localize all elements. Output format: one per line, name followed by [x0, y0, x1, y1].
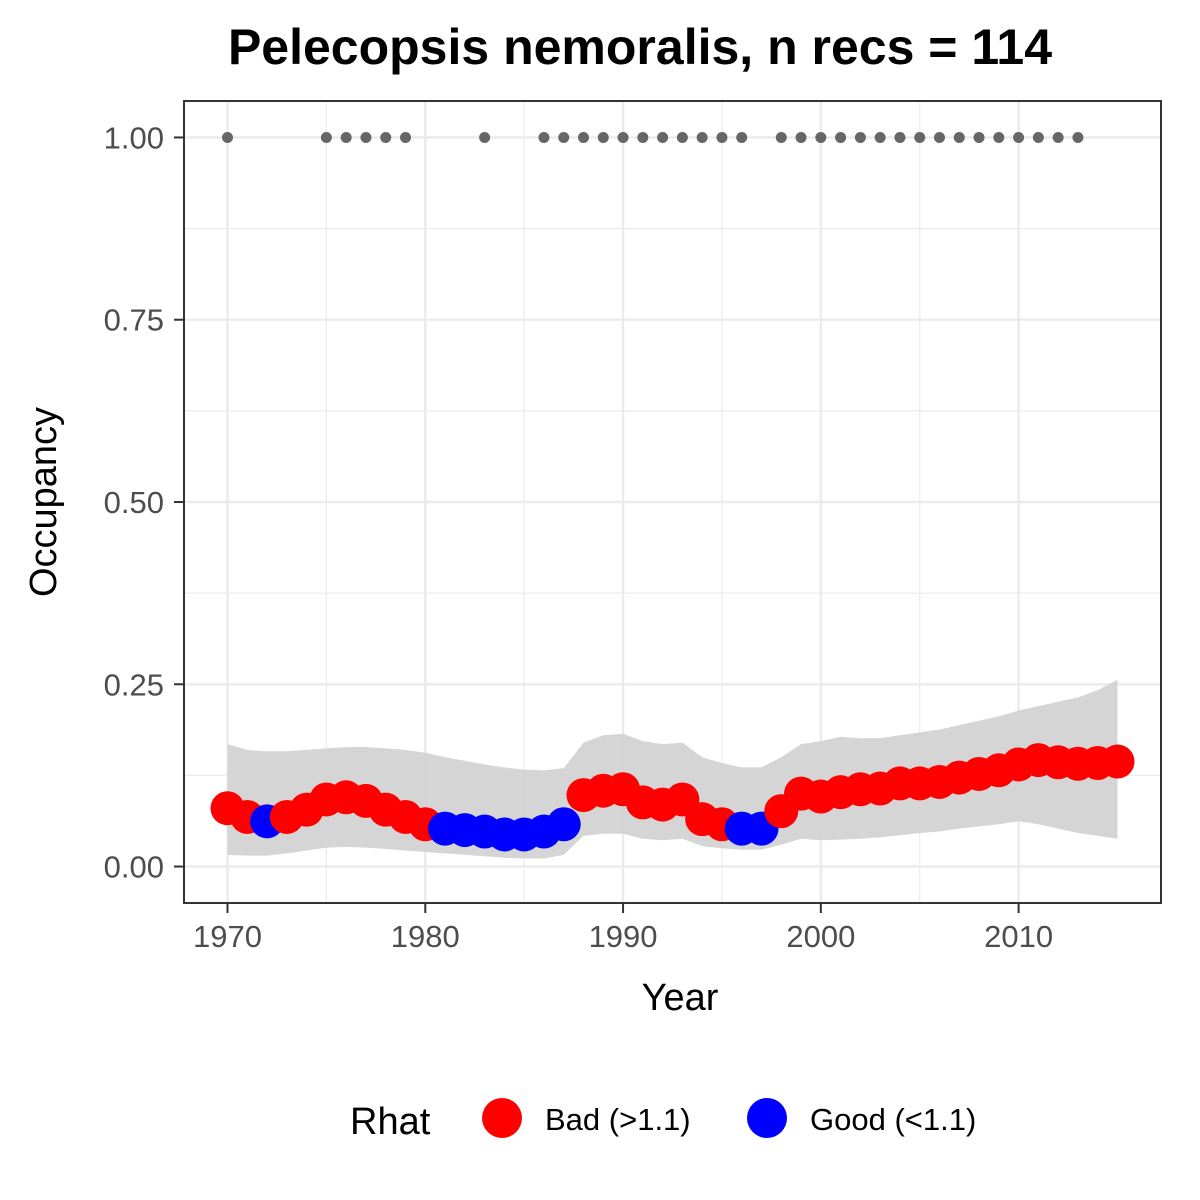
record-point: [538, 131, 550, 143]
record-point: [222, 131, 234, 143]
record-point: [1032, 131, 1044, 143]
record-point: [1072, 131, 1084, 143]
record-point: [597, 131, 609, 143]
occupancy-points: [210, 743, 1135, 852]
record-point: [815, 131, 827, 143]
record-point: [617, 131, 629, 143]
record-point: [835, 131, 847, 143]
record-point: [874, 131, 886, 143]
record-point: [914, 131, 926, 143]
record-point: [953, 131, 965, 143]
record-point: [696, 131, 708, 143]
x-axis: 1970 1980 1990 2000 2010: [193, 903, 1053, 954]
record-point: [657, 131, 669, 143]
record-point: [578, 131, 590, 143]
record-point: [795, 131, 807, 143]
record-point: [340, 131, 352, 143]
x-tick-label: 2010: [984, 919, 1053, 954]
record-point: [1052, 131, 1064, 143]
record-point: [360, 131, 372, 143]
record-point: [736, 131, 748, 143]
record-point: [1013, 131, 1025, 143]
y-tick-label: 0.50: [104, 485, 164, 520]
legend-key-bad: [482, 1098, 522, 1138]
x-tick-label: 1980: [391, 919, 460, 954]
record-point: [400, 131, 412, 143]
occupancy-point: [1100, 744, 1135, 779]
record-point: [320, 131, 332, 143]
y-tick-label: 1.00: [104, 120, 164, 155]
record-point: [854, 131, 866, 143]
legend-label-good: Good (<1.1): [810, 1102, 976, 1137]
record-point: [637, 131, 649, 143]
record-points: [222, 131, 1084, 143]
y-tick-label: 0.00: [104, 850, 164, 885]
occupancy-point: [546, 807, 581, 842]
x-tick-label: 1990: [589, 919, 658, 954]
x-tick-label: 1970: [193, 919, 262, 954]
record-point: [479, 131, 491, 143]
legend-label-bad: Bad (>1.1): [545, 1102, 691, 1137]
record-point: [993, 131, 1005, 143]
y-axis: 0.00 0.25 0.50 0.75 1.00: [104, 120, 184, 885]
record-point: [380, 131, 392, 143]
record-point: [894, 131, 906, 143]
record-point: [973, 131, 985, 143]
chart-title: Pelecopsis nemoralis, n recs = 114: [228, 19, 1052, 75]
x-tick-label: 2000: [786, 919, 855, 954]
legend-key-good: [747, 1098, 787, 1138]
legend: Rhat Bad (>1.1) Good (<1.1): [350, 1098, 976, 1143]
y-axis-title: Occupancy: [23, 407, 65, 597]
record-point: [558, 131, 570, 143]
record-point: [676, 131, 688, 143]
x-axis-title: Year: [642, 977, 719, 1019]
record-point: [933, 131, 945, 143]
y-tick-label: 0.25: [104, 667, 164, 702]
legend-title: Rhat: [350, 1101, 431, 1143]
record-point: [716, 131, 728, 143]
y-tick-label: 0.75: [104, 303, 164, 338]
record-point: [775, 131, 787, 143]
